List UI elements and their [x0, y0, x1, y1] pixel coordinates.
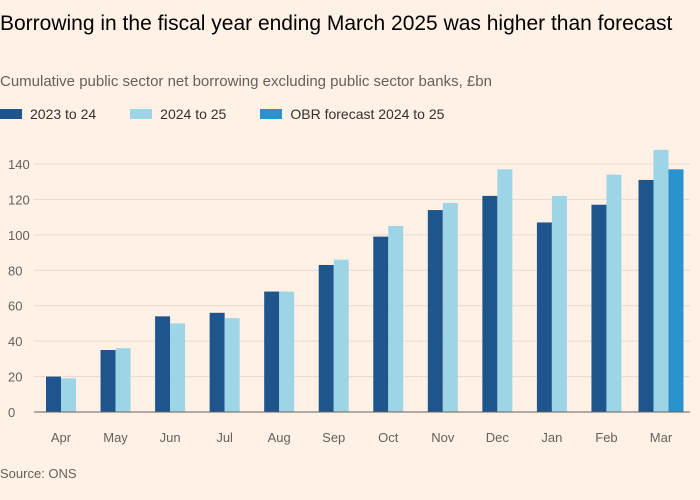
y-tick-label-80: 80 — [8, 263, 22, 278]
bar-nov-series-1 — [442, 202, 458, 412]
legend-label-2023-24: 2023 to 24 — [30, 106, 97, 122]
x-tick-label-aug: Aug — [268, 430, 291, 445]
x-tick-label-jul: Jul — [216, 430, 233, 445]
legend: 2023 to 24 2024 to 25 OBR forecast 2024 … — [0, 105, 444, 123]
bar-mar-series-1 — [653, 149, 669, 413]
bar-sep-series-1 — [333, 259, 349, 412]
bar-nov-series-0 — [427, 210, 443, 412]
source-note: Source: ONS — [0, 466, 77, 481]
x-tick-label-feb: Feb — [595, 430, 617, 445]
bar-feb-series-0 — [591, 204, 607, 412]
bar-feb-series-1 — [606, 174, 622, 412]
legend-label-2024-25: 2024 to 25 — [160, 106, 227, 122]
y-tick-label-20: 20 — [8, 370, 22, 385]
bar-may-series-0 — [100, 350, 116, 412]
bar-dec-series-0 — [482, 195, 498, 412]
bar-oct-series-1 — [388, 226, 404, 412]
legend-swatch-2023-24 — [0, 109, 22, 119]
legend-item-2023-24: 2023 to 24 — [0, 106, 96, 122]
bar-jun-series-0 — [155, 316, 171, 412]
bar-oct-series-0 — [373, 236, 389, 412]
x-tick-label-oct: Oct — [378, 430, 399, 445]
y-tick-label-100: 100 — [8, 228, 30, 243]
x-tick-label-may: May — [103, 430, 128, 445]
y-tick-label-60: 60 — [8, 299, 22, 314]
bar-mar-series-2 — [668, 169, 684, 412]
bar-dec-series-1 — [497, 169, 513, 412]
legend-swatch-obr-forecast — [260, 109, 283, 119]
bar-jan-series-0 — [536, 222, 552, 412]
x-tick-label-jun: Jun — [160, 430, 181, 445]
y-tick-label-140: 140 — [8, 157, 30, 172]
bar-mar-series-0 — [638, 179, 654, 412]
legend-label-obr-forecast: OBR forecast 2024 to 25 — [290, 106, 445, 122]
legend-swatch-2024-25 — [130, 109, 153, 119]
bar-apr-series-1 — [61, 378, 76, 412]
y-tick-label-120: 120 — [8, 192, 30, 207]
x-tick-label-dec: Dec — [486, 430, 510, 445]
y-tick-label-40: 40 — [8, 334, 22, 349]
bar-sep-series-0 — [318, 264, 334, 412]
bar-jul-series-1 — [224, 318, 240, 412]
x-tick-label-sep: Sep — [322, 430, 345, 445]
bar-jan-series-1 — [551, 195, 567, 412]
legend-item-obr-forecast: OBR forecast 2024 to 25 — [260, 106, 444, 122]
y-tick-label-0: 0 — [8, 405, 15, 420]
bar-aug-series-1 — [279, 291, 295, 412]
bar-aug-series-0 — [264, 291, 280, 412]
x-tick-label-nov: Nov — [431, 430, 455, 445]
bar-jul-series-0 — [209, 312, 225, 412]
x-tick-label-apr: Apr — [51, 430, 72, 445]
chart-subtitle: Cumulative public sector net borrowing e… — [0, 73, 492, 90]
bar-apr-series-0 — [46, 376, 61, 412]
x-tick-label-jan: Jan — [541, 430, 562, 445]
x-tick-label-mar: Mar — [650, 430, 673, 445]
bar-may-series-1 — [115, 348, 131, 412]
chart-title: Borrowing in the fiscal year ending Marc… — [0, 12, 673, 35]
bar-jun-series-1 — [170, 323, 186, 412]
legend-item-2024-25: 2024 to 25 — [130, 106, 226, 122]
